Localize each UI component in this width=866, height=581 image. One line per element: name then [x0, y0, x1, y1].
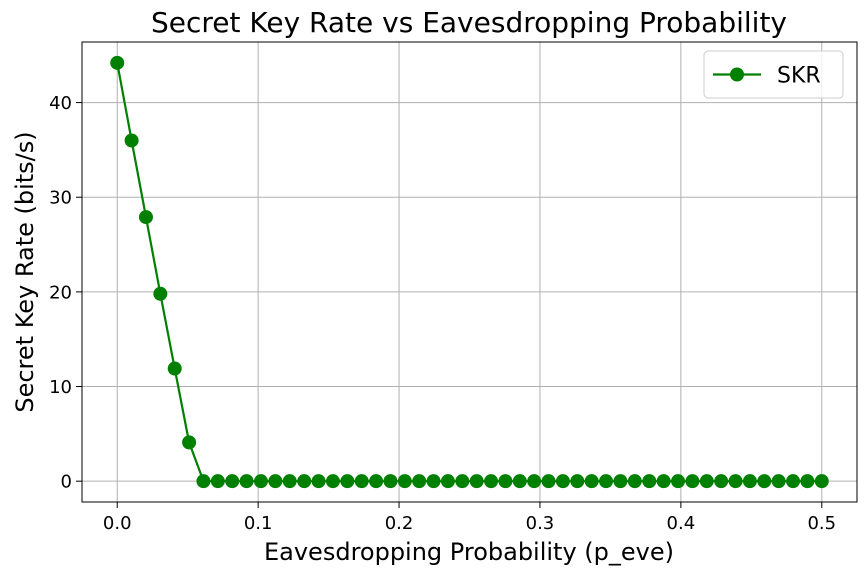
- data-point: [182, 435, 197, 450]
- data-point: [124, 133, 139, 148]
- axis-ticks: 0.0 0.1 0.2 0.3 0.4 0.5 0 10 20 30 40: [49, 93, 836, 534]
- data-point: [138, 210, 153, 225]
- data-point: [325, 474, 340, 489]
- x-tick-label: 0.2: [385, 513, 414, 534]
- data-point: [671, 474, 686, 489]
- data-point: [369, 474, 384, 489]
- y-tick-label: 10: [49, 377, 72, 398]
- data-point: [268, 474, 283, 489]
- data-point: [196, 474, 211, 489]
- x-tick-label: 0.5: [807, 513, 836, 534]
- data-point: [685, 474, 700, 489]
- data-point: [426, 474, 441, 489]
- x-axis-label: Eavesdropping Probability (p_eve): [264, 538, 674, 566]
- data-point: [282, 474, 297, 489]
- data-point: [469, 474, 484, 489]
- data-point: [771, 474, 786, 489]
- x-tick-label: 0.3: [526, 513, 555, 534]
- data-point: [699, 474, 714, 489]
- data-point: [297, 474, 312, 489]
- data-point: [714, 474, 729, 489]
- data-point: [311, 474, 326, 489]
- data-point: [210, 474, 225, 489]
- data-point: [599, 474, 614, 489]
- chart-title: Secret Key Rate vs Eavesdropping Probabi…: [151, 6, 787, 39]
- data-point: [512, 474, 527, 489]
- y-tick-label: 30: [49, 188, 72, 209]
- data-point: [627, 474, 642, 489]
- y-axis-label: Secret Key Rate (bits/s): [11, 131, 39, 412]
- data-point: [153, 286, 168, 301]
- data-point: [656, 474, 671, 489]
- data-point: [800, 474, 815, 489]
- data-point: [354, 474, 369, 489]
- x-tick-label: 0.4: [667, 513, 696, 534]
- data-point: [527, 474, 542, 489]
- x-tick-label: 0.1: [244, 513, 273, 534]
- data-point: [340, 474, 355, 489]
- data-point: [455, 474, 470, 489]
- legend-box: [703, 50, 844, 99]
- data-point: [555, 474, 570, 489]
- data-point: [253, 474, 268, 489]
- data-point: [412, 474, 427, 489]
- data-point: [541, 474, 556, 489]
- data-point: [728, 474, 743, 489]
- data-point: [498, 474, 513, 489]
- data-point: [757, 474, 772, 489]
- data-point: [742, 474, 757, 489]
- data-point: [814, 474, 829, 489]
- data-point: [383, 474, 398, 489]
- data-point: [110, 55, 125, 70]
- data-point: [225, 474, 240, 489]
- legend-label: SKR: [777, 64, 821, 89]
- data-point: [584, 474, 599, 489]
- series-layer: [110, 55, 829, 489]
- data-point: [484, 474, 499, 489]
- legend-marker: [730, 67, 744, 82]
- x-tick-label: 0.0: [103, 513, 132, 534]
- data-point: [570, 474, 585, 489]
- data-point: [613, 474, 628, 489]
- data-point: [786, 474, 801, 489]
- data-point: [239, 474, 254, 489]
- data-point: [642, 474, 657, 489]
- data-point: [440, 474, 455, 489]
- plot-frame: [81, 41, 858, 503]
- y-tick-label: 0: [61, 472, 72, 493]
- data-point: [397, 474, 412, 489]
- data-point: [167, 361, 182, 376]
- y-tick-label: 20: [49, 282, 72, 303]
- y-tick-label: 40: [49, 93, 72, 114]
- legend: SKR: [703, 50, 844, 99]
